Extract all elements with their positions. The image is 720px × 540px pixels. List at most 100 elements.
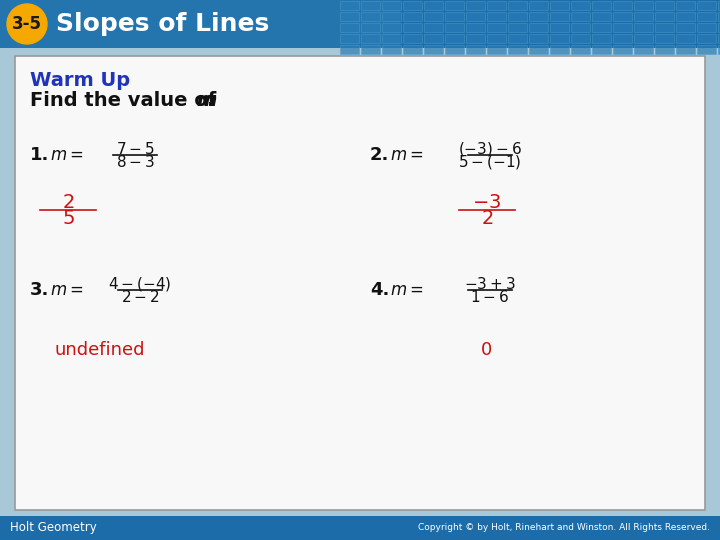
Text: $(-3)-6$: $(-3)-6$ xyxy=(458,140,522,158)
Bar xyxy=(508,1,527,10)
Bar xyxy=(592,1,611,10)
Bar xyxy=(403,45,422,54)
Bar xyxy=(613,34,632,43)
Bar xyxy=(487,23,506,32)
Text: 4.: 4. xyxy=(370,281,390,299)
Text: $m=$: $m=$ xyxy=(50,146,84,164)
Bar xyxy=(613,12,632,21)
Text: 3-5: 3-5 xyxy=(12,15,42,33)
Bar xyxy=(382,45,401,54)
Bar xyxy=(466,34,485,43)
Bar xyxy=(592,45,611,54)
Text: m: m xyxy=(196,91,217,111)
Bar xyxy=(361,23,380,32)
Bar xyxy=(361,12,380,21)
Bar xyxy=(403,1,422,10)
Bar xyxy=(0,516,720,540)
Bar xyxy=(340,23,359,32)
Bar xyxy=(655,23,674,32)
Bar xyxy=(697,1,716,10)
Bar xyxy=(676,23,695,32)
Bar xyxy=(424,34,443,43)
Bar xyxy=(571,1,590,10)
Bar xyxy=(15,56,705,510)
Text: $2$: $2$ xyxy=(481,209,493,228)
Bar xyxy=(613,23,632,32)
Bar xyxy=(466,45,485,54)
Bar xyxy=(508,23,527,32)
Bar xyxy=(697,23,716,32)
Bar xyxy=(445,12,464,21)
Bar xyxy=(340,12,359,21)
Bar xyxy=(0,0,400,48)
Bar xyxy=(340,1,359,10)
Bar xyxy=(445,45,464,54)
Text: $m=$: $m=$ xyxy=(390,146,423,164)
Bar xyxy=(718,45,720,54)
Text: $5$: $5$ xyxy=(62,209,74,228)
Bar xyxy=(655,45,674,54)
Bar xyxy=(445,1,464,10)
Bar xyxy=(676,1,695,10)
Bar xyxy=(634,23,653,32)
Text: $5-(-1)$: $5-(-1)$ xyxy=(459,152,522,171)
Bar xyxy=(508,12,527,21)
Bar xyxy=(487,12,506,21)
Text: $2$: $2$ xyxy=(62,193,74,212)
Bar xyxy=(487,45,506,54)
Text: Warm Up: Warm Up xyxy=(30,71,130,90)
Bar xyxy=(571,23,590,32)
Bar xyxy=(718,34,720,43)
Bar xyxy=(550,12,569,21)
Bar xyxy=(382,23,401,32)
Bar xyxy=(466,23,485,32)
Bar xyxy=(424,1,443,10)
Circle shape xyxy=(7,4,47,44)
Bar xyxy=(718,23,720,32)
Bar xyxy=(529,23,548,32)
Bar xyxy=(529,45,548,54)
Bar xyxy=(634,45,653,54)
Bar xyxy=(424,23,443,32)
Text: $m=$: $m=$ xyxy=(390,281,423,299)
Text: $1-6$: $1-6$ xyxy=(470,288,510,305)
Text: $7-5$: $7-5$ xyxy=(116,141,154,157)
Bar xyxy=(403,34,422,43)
Bar xyxy=(340,34,359,43)
Bar xyxy=(550,45,569,54)
Bar xyxy=(697,34,716,43)
Text: Find the value of: Find the value of xyxy=(30,91,223,111)
Text: $8-3$: $8-3$ xyxy=(115,153,155,170)
Bar xyxy=(361,45,380,54)
Text: $-3+3$: $-3+3$ xyxy=(464,276,516,292)
Bar xyxy=(382,12,401,21)
Bar xyxy=(403,23,422,32)
Text: $2-2$: $2-2$ xyxy=(121,288,159,305)
Text: .: . xyxy=(207,91,215,111)
Bar xyxy=(550,34,569,43)
Bar xyxy=(361,34,380,43)
Bar xyxy=(382,1,401,10)
Bar xyxy=(382,34,401,43)
Text: $4-(-4)$: $4-(-4)$ xyxy=(108,275,171,293)
Bar xyxy=(445,23,464,32)
Bar xyxy=(508,45,527,54)
Bar xyxy=(508,34,527,43)
Bar xyxy=(466,12,485,21)
Text: undefined: undefined xyxy=(55,341,145,359)
Bar xyxy=(529,12,548,21)
Bar xyxy=(529,34,548,43)
Bar xyxy=(550,23,569,32)
Bar xyxy=(592,34,611,43)
Bar xyxy=(571,34,590,43)
Bar xyxy=(403,12,422,21)
Bar xyxy=(592,12,611,21)
Text: Slopes of Lines: Slopes of Lines xyxy=(56,12,269,36)
Bar xyxy=(634,34,653,43)
Text: 3.: 3. xyxy=(30,281,50,299)
Bar xyxy=(571,45,590,54)
Bar xyxy=(529,1,548,10)
Bar xyxy=(592,23,611,32)
Text: 1.: 1. xyxy=(30,146,50,164)
Bar xyxy=(0,0,720,48)
